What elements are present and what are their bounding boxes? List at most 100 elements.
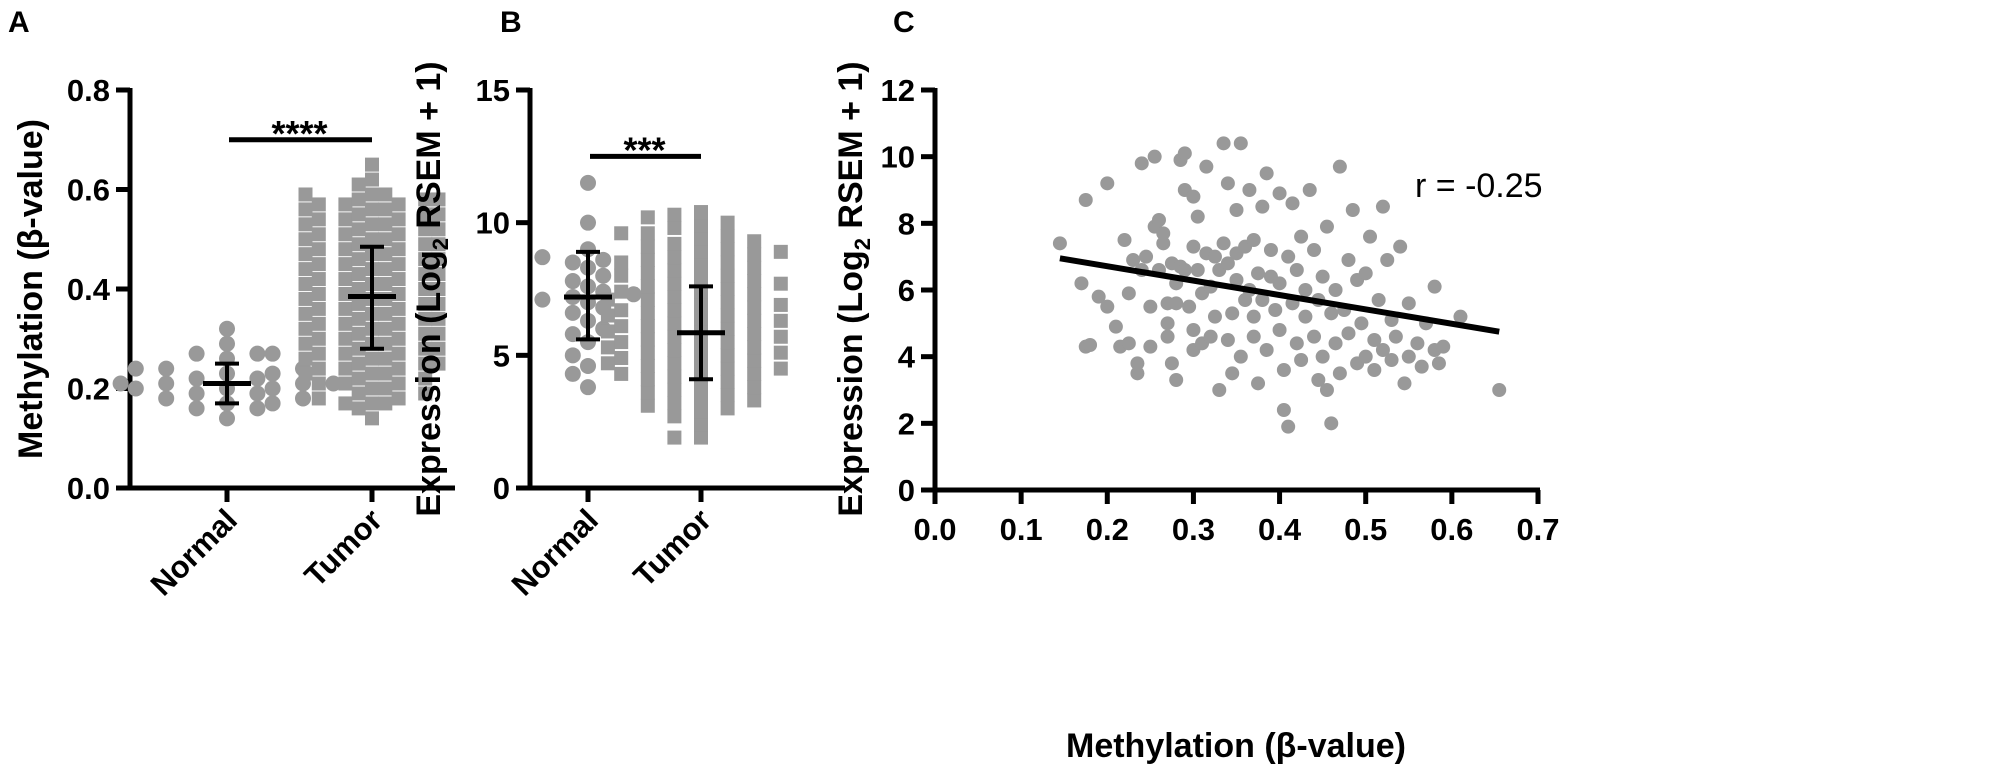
data-point-tumor [391, 331, 406, 346]
data-point-normal [580, 357, 596, 374]
data-point-tumor [418, 386, 433, 401]
data-point [1289, 263, 1304, 277]
data-point-tumor [365, 157, 379, 172]
data-point-tumor [311, 197, 326, 212]
data-point [1397, 376, 1412, 391]
data-point-tumor [614, 350, 629, 365]
data-point-tumor [667, 343, 682, 358]
panel-c-xlabel: Methylation (β-value) [1066, 727, 1406, 765]
data-point-tumor [365, 172, 379, 187]
data-point [1363, 229, 1378, 244]
data-point-tumor [431, 252, 446, 267]
data-point-tumor [365, 396, 379, 411]
data-point-tumor [338, 272, 353, 287]
data-point-tumor [667, 356, 682, 371]
data-point [1203, 329, 1218, 344]
y-tick-label: 2 [898, 406, 915, 441]
data-point-tumor [640, 252, 655, 267]
data-point-tumor [418, 237, 433, 252]
data-point-tumor [747, 380, 762, 395]
data-point-tumor [431, 311, 446, 326]
data-point-tumor [418, 341, 433, 356]
data-point [1177, 146, 1192, 161]
correlation-annotation: r = -0.25 [1415, 167, 1543, 205]
panel-c-chart: 0 2 4 6 8 10 12 0.0 0.1 0.2 0.3 0.4 0.5 0.6 0.7 [881, 73, 1560, 547]
data-point [1332, 366, 1347, 381]
data-point-normal [264, 395, 281, 412]
data-point-tumor [311, 212, 326, 227]
data-point-tumor [418, 356, 433, 371]
data-point-tumor [667, 430, 682, 445]
data-point [1220, 256, 1235, 271]
data-point-tumor [378, 217, 393, 232]
data-point [1285, 196, 1300, 211]
data-point-normal [580, 379, 596, 396]
data-point-tumor [391, 316, 406, 331]
data-point-tumor [338, 257, 353, 272]
x-tick-label: Tumor [298, 502, 389, 593]
data-point-tumor [311, 316, 326, 331]
data-point-normal [534, 291, 551, 308]
data-point-normal [188, 345, 205, 362]
y-tick-label: 0 [898, 473, 915, 508]
data-point [1319, 219, 1334, 234]
data-point [1358, 266, 1373, 281]
data-point-normal [564, 254, 581, 271]
data-point-tumor [431, 207, 446, 222]
data-point-tumor [351, 401, 366, 416]
data-point-normal [564, 365, 581, 382]
data-point-tumor [298, 366, 313, 381]
y-tick-label: 10 [476, 206, 510, 241]
data-point-tumor [431, 192, 446, 207]
data-point [1164, 356, 1179, 371]
data-point-tumor [720, 242, 735, 257]
data-point-tumor [614, 268, 629, 283]
data-point-tumor [298, 202, 313, 217]
data-point-tumor [431, 237, 446, 252]
data-point [1251, 266, 1266, 281]
data-point-tumor [600, 340, 615, 355]
y-tick-label: 0.0 [67, 471, 110, 506]
data-point [1401, 296, 1416, 311]
data-point [1233, 136, 1248, 151]
data-point [1177, 263, 1192, 277]
x-tick-label: 0.7 [1516, 512, 1559, 547]
data-point-tumor [667, 289, 682, 304]
data-point [1242, 183, 1257, 197]
data-point-tumor [298, 306, 313, 321]
data-point [1143, 339, 1158, 354]
data-point-normal [264, 365, 281, 382]
data-point [1233, 349, 1248, 364]
data-point-tumor [667, 369, 682, 384]
data-point-tumor [640, 372, 655, 387]
data-point-tumor [600, 324, 615, 339]
data-point-tumor [338, 197, 353, 212]
data-point-tumor [667, 236, 682, 251]
data-point-normal [595, 251, 612, 268]
data-point-tumor [747, 287, 762, 302]
data-point [1246, 329, 1261, 344]
data-point-tumor [365, 202, 379, 217]
data-point-tumor [747, 340, 762, 355]
data-point-tumor [311, 391, 326, 406]
data-point [1388, 329, 1403, 344]
data-point-tumor [720, 215, 735, 230]
panel-label-c: C [893, 6, 915, 39]
data-point-tumor [391, 257, 406, 272]
data-point-tumor [351, 267, 366, 282]
data-point [1255, 199, 1270, 214]
data-point-tumor [694, 390, 708, 405]
data-point [1216, 236, 1231, 251]
data-point-tumor [431, 267, 446, 282]
data-point-tumor [311, 286, 326, 301]
data-point-tumor [694, 218, 708, 233]
data-point-normal [249, 370, 266, 387]
data-point-tumor [720, 295, 735, 310]
data-point-tumor [614, 319, 629, 334]
data-point [1414, 359, 1429, 374]
data-point-tumor [667, 396, 682, 411]
ylabel-end: RSEM + 1) [410, 61, 448, 238]
data-point-tumor [418, 267, 433, 282]
data-point-tumor [391, 272, 406, 287]
x-tick-label: 0.1 [1000, 512, 1043, 547]
